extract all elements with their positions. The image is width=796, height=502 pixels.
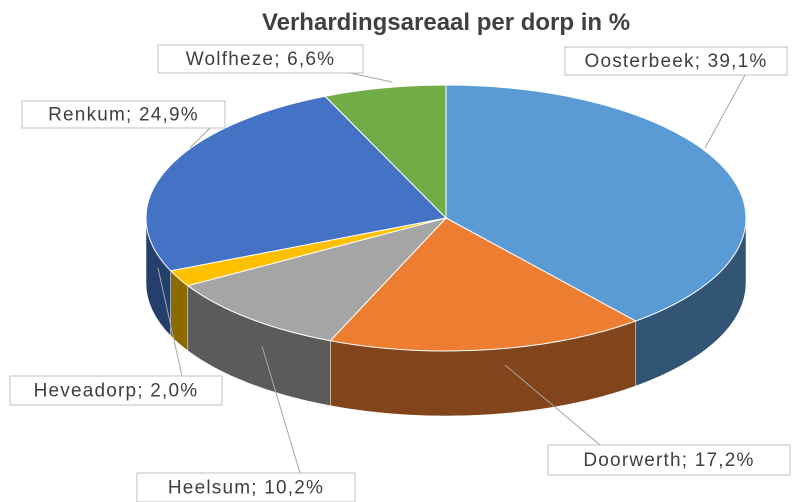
leader-line — [704, 74, 746, 149]
slice — [186, 217, 448, 342]
slice — [145, 95, 448, 272]
leader-line — [261, 345, 301, 474]
chart-title: Verhardingsareaal per dorp in % — [262, 9, 630, 36]
leader-line — [504, 364, 601, 446]
data-label: Doorwerth; 17,2% — [583, 450, 754, 471]
data-label: Oosterbeek; 39,1% — [584, 51, 767, 72]
label-box — [136, 472, 356, 502]
leader-line — [157, 267, 183, 377]
data-label: Heelsum; 10,2% — [168, 478, 324, 499]
data-label: Wolfheze; 6,6% — [186, 49, 336, 70]
label-box — [157, 44, 364, 74]
slice — [324, 84, 447, 220]
leader-line — [189, 127, 211, 149]
label-box — [547, 444, 791, 476]
label-box — [564, 46, 788, 76]
data-label: Renkum; 24,9% — [48, 105, 199, 126]
data-label: Heveadorp; 2,0% — [34, 381, 199, 402]
slice — [329, 217, 637, 352]
label-box — [9, 375, 223, 406]
slice-tops — [145, 84, 747, 352]
leader-line — [349, 72, 393, 83]
label-box — [21, 100, 226, 129]
slice — [445, 84, 747, 322]
